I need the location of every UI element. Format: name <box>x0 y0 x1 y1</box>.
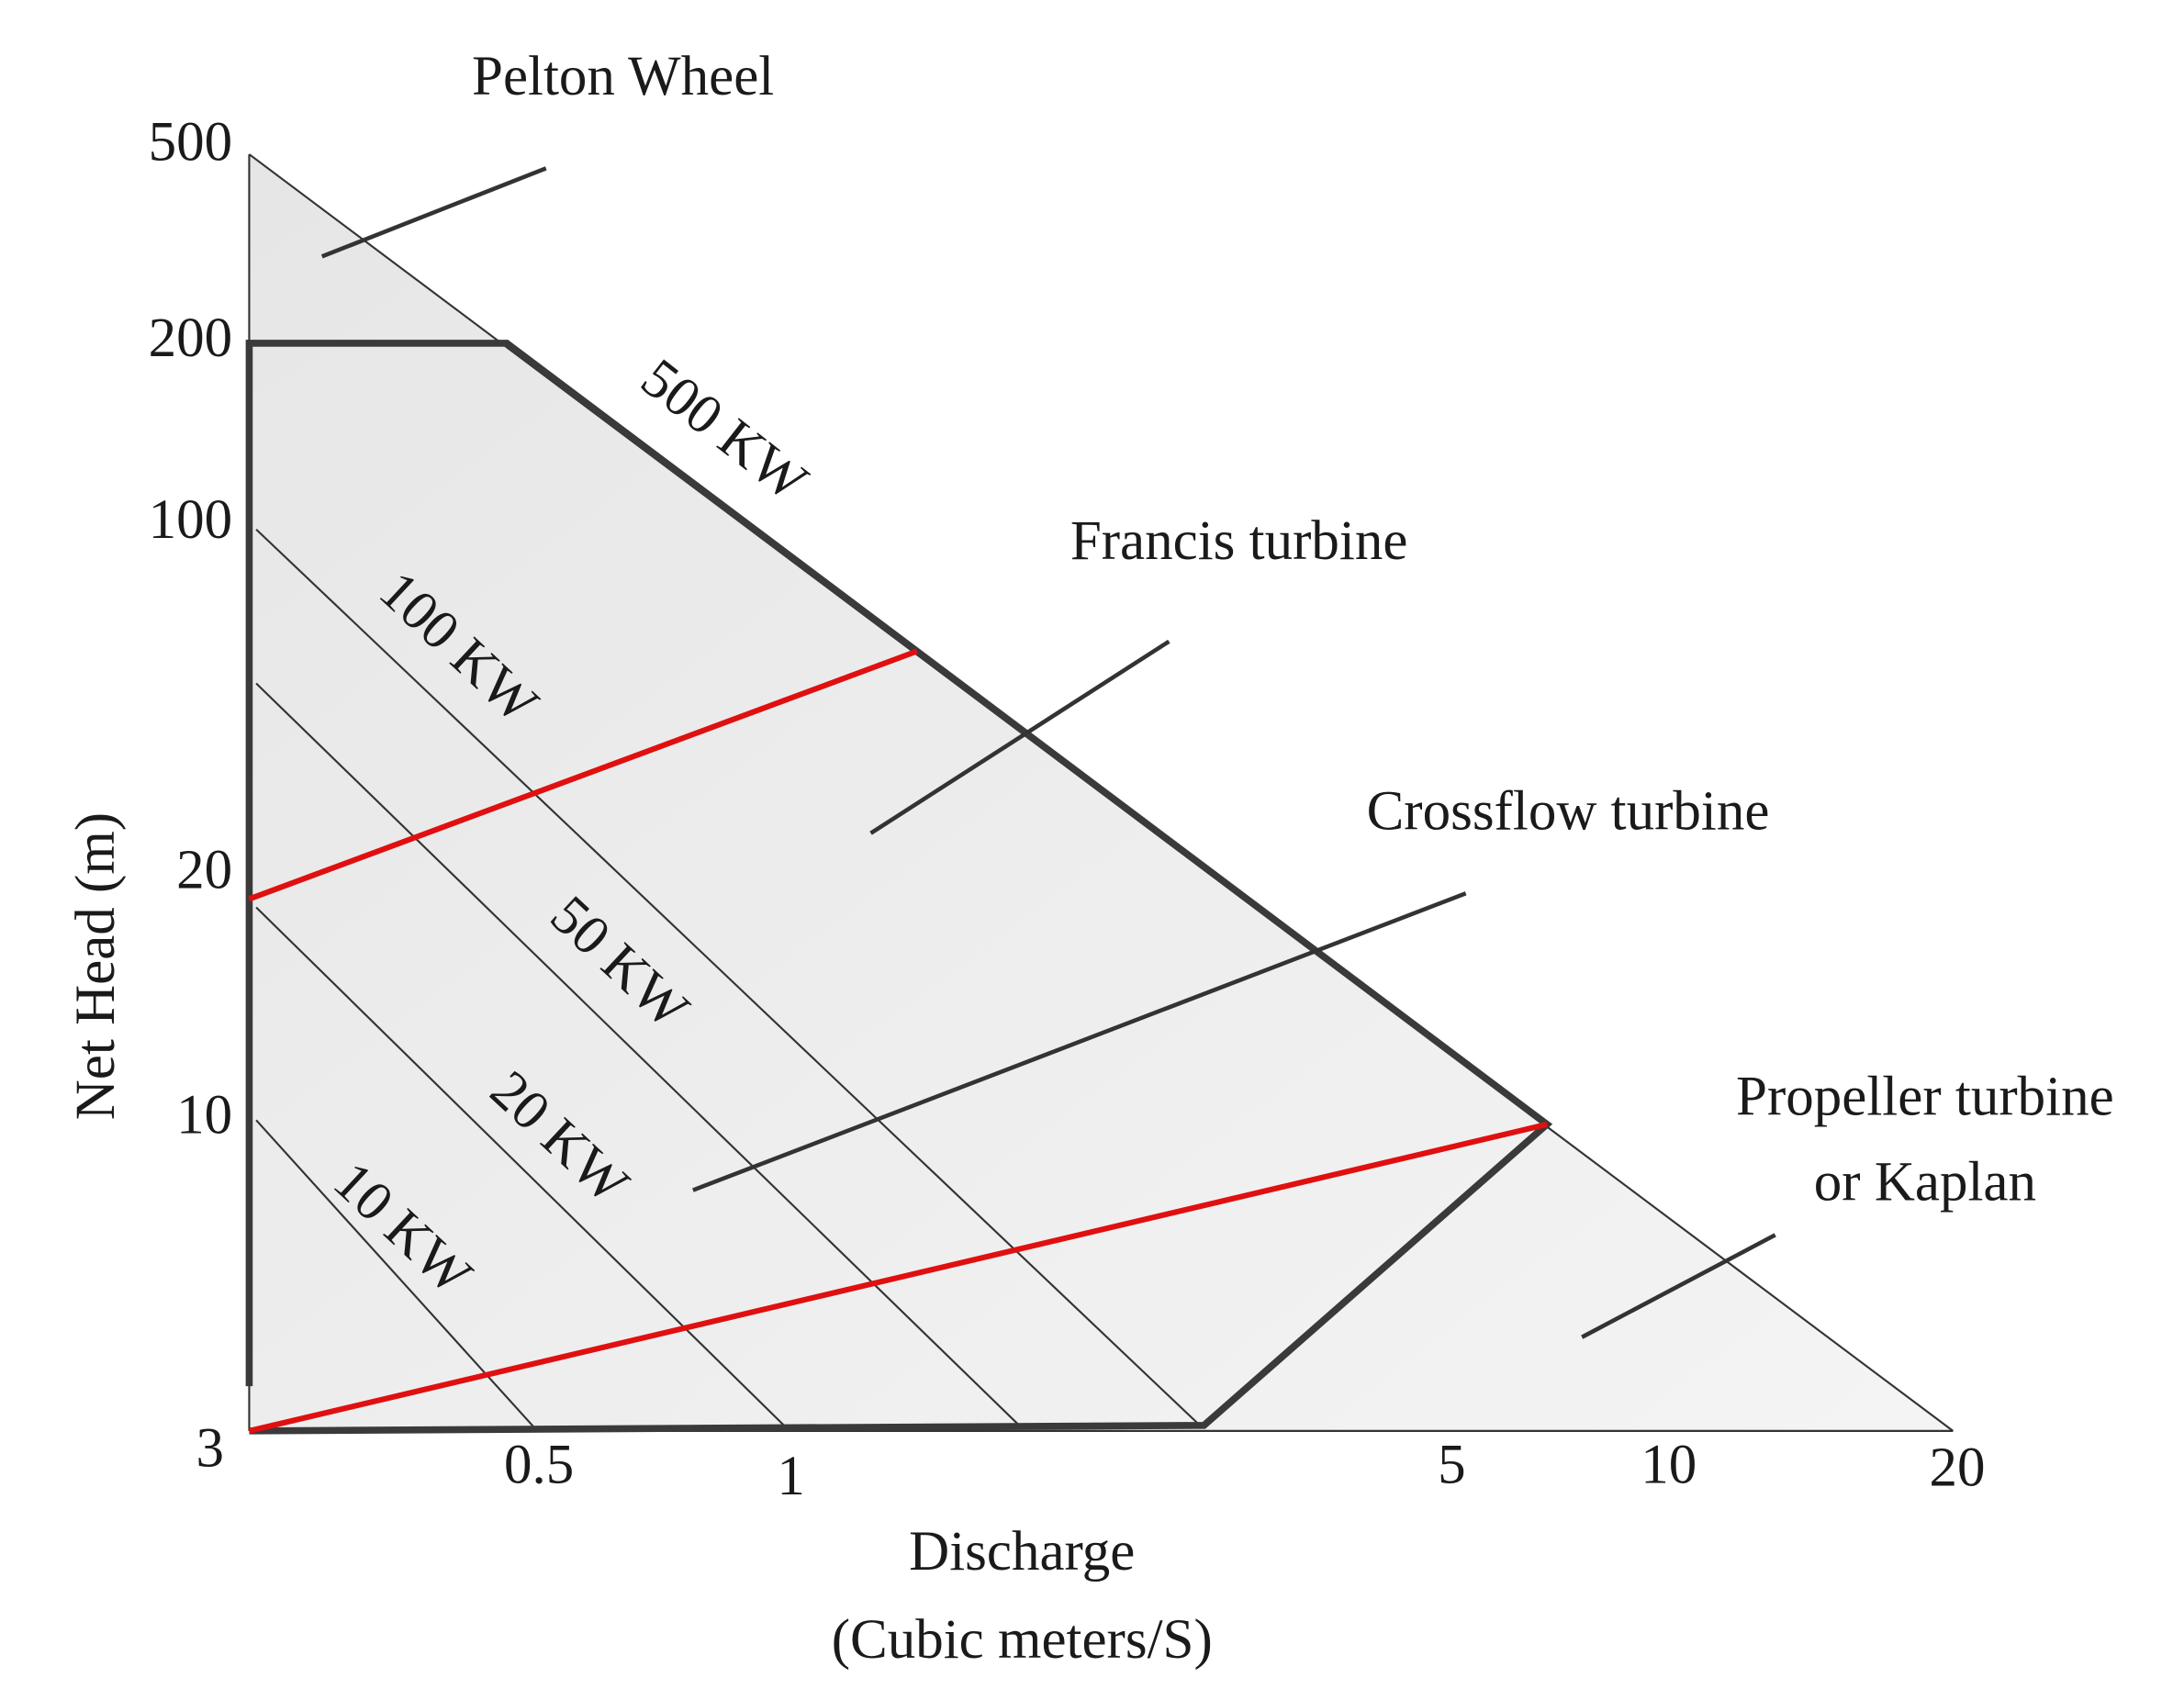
power-line <box>255 682 1023 1429</box>
region-label: Pelton Wheel <box>472 46 774 107</box>
leader-line <box>692 891 1467 1192</box>
y-tick-label: 3 <box>196 1417 225 1479</box>
x-tick-label: 10 <box>1641 1435 1697 1496</box>
region-label: or Kaplan <box>1814 1152 2036 1213</box>
y-axis-label: Net Head (m) <box>65 812 127 1120</box>
propeller-boundary <box>248 1121 1548 1434</box>
x-axis-label: (Cubic meters/S) <box>832 1609 1213 1671</box>
region-label: Crossflow turbine <box>1367 780 1770 842</box>
region-label: Propeller turbine <box>1736 1066 2114 1127</box>
x-axis-label: Discharge <box>909 1521 1135 1583</box>
y-tick-label: 10 <box>176 1084 232 1146</box>
leader-line <box>1581 1233 1776 1339</box>
x-tick-label: 20 <box>1929 1437 1985 1499</box>
francis-boundary <box>248 648 918 902</box>
power-line <box>255 906 788 1429</box>
leader-line <box>320 166 547 259</box>
y-tick-label: 20 <box>176 839 232 900</box>
region-label: Francis turbine <box>1070 510 1408 572</box>
y-tick-label: 200 <box>149 308 233 369</box>
x-tick-label: 1 <box>777 1446 805 1507</box>
x-tick-label: 0.5 <box>504 1435 574 1496</box>
y-tick-label: 500 <box>149 111 233 173</box>
y-tick-label: 100 <box>149 489 233 551</box>
leader-line <box>869 639 1170 835</box>
power-line <box>255 529 1201 1426</box>
x-tick-label: 5 <box>1438 1435 1466 1496</box>
